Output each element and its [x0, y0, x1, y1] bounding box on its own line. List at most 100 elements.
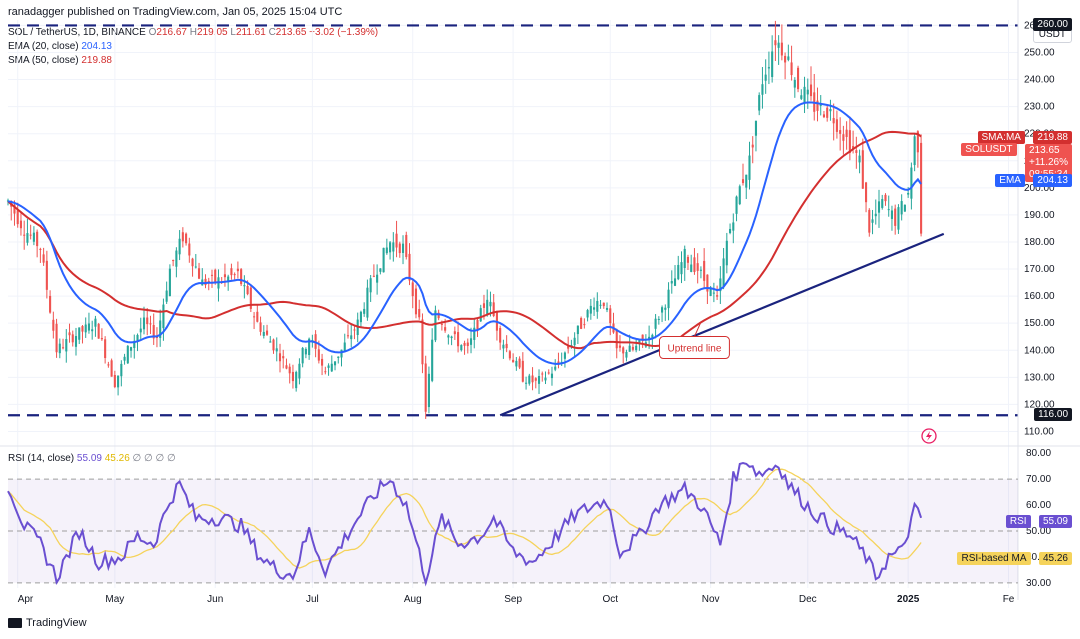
candle-body	[304, 348, 307, 355]
tradingview-icon	[8, 618, 22, 628]
candle-body	[233, 274, 236, 276]
candle-body	[920, 142, 923, 234]
candle-body	[900, 201, 903, 215]
candle-body	[408, 253, 411, 281]
candle-body	[469, 338, 473, 345]
rsi-line	[7, 461, 923, 587]
price-tick-label: 230.00	[1024, 102, 1055, 113]
candle-body	[761, 84, 764, 95]
candle-body	[884, 194, 887, 202]
sma-legend[interactable]: SMA (50, close) 219.88	[8, 54, 112, 68]
lightning-icon[interactable]	[921, 428, 937, 444]
candle-body	[55, 323, 58, 353]
candle-body	[855, 150, 858, 153]
candle-body	[45, 260, 48, 290]
rsi-tick-label: 80.00	[1026, 448, 1051, 459]
candle-body	[197, 268, 201, 279]
candle-body	[797, 67, 800, 90]
symbol-line: SOL / TetherUS, 1D, BINANCE	[8, 27, 146, 38]
candle-body	[858, 155, 861, 163]
candle-body	[690, 264, 693, 272]
candle-body	[599, 304, 602, 306]
candle-body	[97, 323, 100, 339]
candle-body	[49, 295, 52, 313]
candle-body	[382, 247, 385, 273]
candle-body	[910, 167, 913, 199]
candle-body	[414, 288, 418, 315]
symbol-legend[interactable]: SOL / TetherUS, 1D, BINANCE O216.67 H219…	[8, 27, 379, 38]
candle-body	[168, 268, 171, 297]
candle-body	[515, 360, 518, 367]
candle-body	[758, 95, 761, 111]
candle-body	[832, 118, 835, 124]
candle-body	[126, 345, 129, 364]
candle-body	[372, 275, 375, 277]
time-tick-label: Jun	[207, 594, 223, 605]
time-tick-label: May	[105, 594, 124, 605]
candle-body	[418, 308, 421, 318]
rsi-pane: 30.00 40.00 50.00 60.00 70.00 80.00	[0, 445, 1080, 589]
candle-body	[499, 328, 502, 343]
candle-body	[771, 51, 774, 78]
ema-badge-value: 204.13	[1033, 173, 1072, 187]
candle-body	[398, 243, 401, 254]
rsi-tick-label: 40.00	[1026, 552, 1051, 563]
candle-body	[427, 373, 430, 408]
candle-body	[52, 319, 55, 331]
candle-body	[389, 242, 392, 253]
candle-body	[745, 174, 748, 188]
candle-body	[657, 318, 660, 320]
candle-body	[240, 269, 243, 285]
candle-body	[525, 382, 528, 384]
candle-body	[580, 318, 583, 329]
candle-body	[716, 295, 719, 297]
candle-body	[210, 274, 214, 276]
candle-body	[816, 100, 819, 111]
price-tick-label: 170.00	[1024, 264, 1055, 275]
candle-body	[618, 345, 622, 348]
sma-badge: SMA:MA 219.88	[977, 127, 1072, 145]
price-tick-label: 150.00	[1024, 318, 1055, 329]
candle-body	[703, 260, 706, 281]
candle-body	[136, 334, 139, 341]
candle-body	[330, 363, 333, 372]
rsi-legend[interactable]: RSI (14, close) 55.09 45.26 ∅ ∅ ∅ ∅	[8, 452, 176, 466]
price-tick-label: 120.00	[1024, 399, 1055, 410]
tradingview-logo[interactable]: TradingView	[8, 617, 87, 629]
candle-body	[42, 254, 45, 263]
candle-body	[615, 329, 618, 349]
candle-body	[81, 326, 84, 332]
candle-body	[913, 136, 916, 166]
candle-body	[732, 222, 735, 231]
candle-body	[903, 204, 906, 212]
candle-body	[706, 274, 709, 292]
candle-body	[23, 234, 26, 236]
uptrend-label: Uptrend line	[667, 344, 721, 355]
candle-body	[149, 323, 152, 325]
candle-body	[172, 260, 175, 262]
ema-line	[7, 101, 922, 365]
candle-body	[191, 258, 194, 267]
candle-body	[113, 374, 116, 388]
candle-body	[877, 201, 881, 213]
candle-body	[576, 325, 579, 335]
price-tick-label: 180.00	[1024, 237, 1055, 248]
candle-body	[787, 56, 790, 60]
candle-body	[586, 310, 589, 318]
candle-body	[450, 336, 453, 339]
candle-body	[693, 257, 696, 272]
candle-body	[664, 307, 667, 310]
candle-body	[673, 278, 677, 286]
candle-body	[424, 363, 427, 412]
ema-legend[interactable]: EMA (20, close) 204.13	[8, 40, 112, 54]
candle-body	[602, 302, 605, 307]
candle-body	[609, 308, 612, 324]
price-badge-label: SOLUSDT	[961, 142, 1017, 156]
candle-body	[444, 327, 447, 331]
candle-body	[104, 339, 107, 359]
candle-body	[709, 287, 712, 296]
candle-body	[486, 299, 489, 315]
candle-body	[185, 233, 188, 244]
candle-body	[87, 323, 91, 331]
